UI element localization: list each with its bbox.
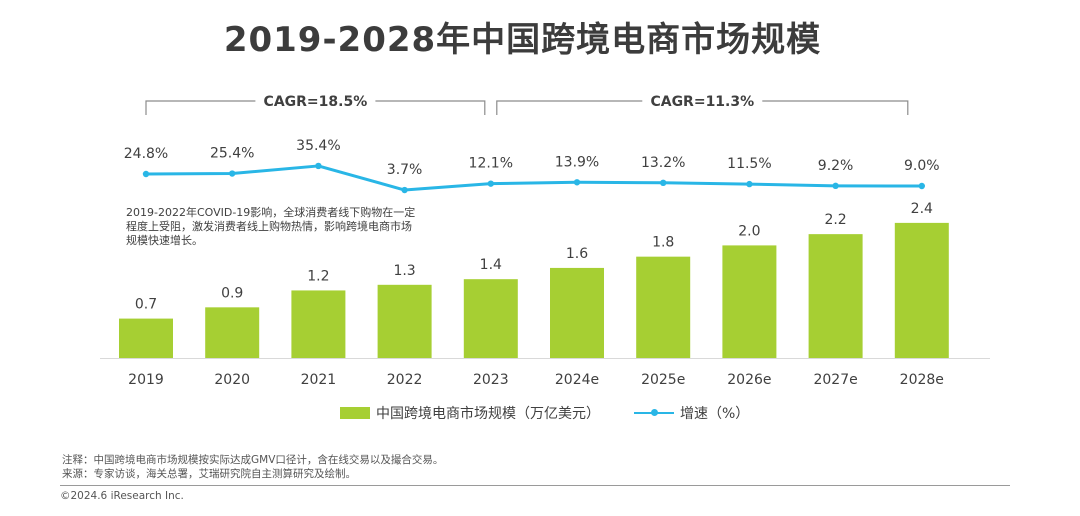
bar-label-2027e: 2.2	[824, 212, 846, 228]
growth-label-2021: 35.4%	[296, 138, 340, 154]
cagr-label-0: CAGR=18.5%	[264, 94, 368, 110]
footer-source: 来源：专家访谈，海关总署，艾瑞研究院自主测算研究及绘制。	[62, 468, 356, 480]
growth-point-2026e	[746, 180, 753, 188]
bar-2026e	[722, 245, 777, 358]
growth-label-2024e: 13.9%	[555, 154, 599, 170]
x-tick-2028e: 2028e	[900, 372, 944, 388]
legend-item-line: 增速（%）	[634, 403, 749, 423]
x-tick-2023: 2023	[473, 372, 509, 388]
cagr-bracket-left-0	[145, 100, 256, 115]
chart-legend: 中国跨境电商市场规模（万亿美元） 增速（%）	[340, 402, 783, 424]
bar-label-2028e: 2.4	[911, 201, 933, 217]
bar-2022	[377, 284, 432, 358]
covid-annotation: 2019-2022年COVID-19影响，全球消费者线下购物在一定程度上受阻，激…	[126, 206, 416, 247]
x-tick-2022: 2022	[387, 372, 423, 388]
cagr-bracket-left-1	[496, 100, 643, 115]
bar-2019	[119, 318, 173, 358]
growth-line	[145, 164, 922, 192]
bar-label-2024e: 1.6	[566, 246, 588, 262]
cagr-label-1: CAGR=11.3%	[650, 94, 754, 110]
bar-2020	[205, 307, 260, 358]
growth-point-2020	[229, 170, 236, 177]
bar-2023	[463, 279, 518, 358]
x-tick-2019: 2019	[128, 372, 164, 388]
growth-point-2027e	[832, 182, 839, 190]
x-tick-2027e: 2027e	[813, 372, 857, 388]
growth-point-2019	[142, 170, 150, 178]
cagr-bracket-right-0	[375, 100, 486, 115]
footer-notes: 注释：中国跨境电商市场规模按实际达成GMV口径计，含在线交易以及撮合交易。 来源…	[62, 453, 443, 481]
legend-bar-swatch	[340, 407, 370, 419]
x-tick-2021: 2021	[301, 372, 337, 388]
cagr-bracket-right-1	[762, 100, 909, 115]
bar-label-2026e: 2.0	[738, 223, 760, 239]
copyright: ©2024.6 iResearch Inc.	[60, 490, 184, 502]
chart-title: 2019-2028年中国跨境电商市场规模	[223, 20, 822, 60]
growth-point-2024e	[573, 179, 581, 186]
growth-label-2020: 25.4%	[210, 146, 254, 162]
footer-note: 注释：中国跨境电商市场规模按实际达成GMV口径计，含在线交易以及撮合交易。	[62, 454, 444, 466]
legend-line-swatch	[634, 409, 674, 416]
growth-label-2026e: 11.5%	[727, 156, 771, 172]
growth-point-2028e	[918, 182, 925, 190]
x-tick-2020: 2020	[214, 372, 250, 388]
legend-item-bar: 中国跨境电商市场规模（万亿美元）	[340, 403, 600, 423]
growth-label-2027e: 9.2%	[818, 158, 854, 174]
bar-label-2022: 1.3	[393, 263, 415, 279]
growth-label-2025e: 13.2%	[641, 155, 685, 171]
bar-label-2021: 1.2	[307, 268, 329, 284]
bar-label-2025e: 1.8	[652, 235, 674, 251]
x-tick-2026e: 2026e	[727, 372, 771, 388]
growth-label-2019: 24.8%	[124, 146, 168, 162]
growth-point-2022	[401, 186, 408, 194]
bar-2025e	[636, 256, 691, 358]
legend-bar-label: 中国跨境电商市场规模（万亿美元）	[376, 406, 600, 422]
x-tick-2024e: 2024e	[555, 372, 599, 388]
bar-2027e	[808, 234, 863, 358]
growth-point-2021	[315, 162, 322, 170]
x-tick-2025e: 2025e	[641, 372, 685, 388]
chart-canvas: 0.7 2019 0.9 2020 1.2 2021 1.3 2022 1.4 2023 1.6 20…	[100, 94, 990, 388]
bar-2021	[291, 290, 346, 358]
growth-point-2023	[487, 180, 494, 187]
bar-2028e	[894, 222, 949, 358]
bar-2024e	[550, 267, 604, 358]
bar-label-2019: 0.7	[135, 297, 157, 313]
legend-line-label: 增速（%）	[680, 406, 750, 422]
growth-label-2022: 3.7%	[387, 162, 423, 178]
bar-label-2023: 1.4	[480, 257, 502, 273]
growth-point-2025e	[660, 179, 667, 187]
growth-label-2028e: 9.0%	[904, 158, 940, 174]
bar-label-2020: 0.9	[221, 285, 243, 301]
footer-divider	[60, 485, 1010, 486]
growth-label-2023: 12.1%	[469, 156, 513, 172]
